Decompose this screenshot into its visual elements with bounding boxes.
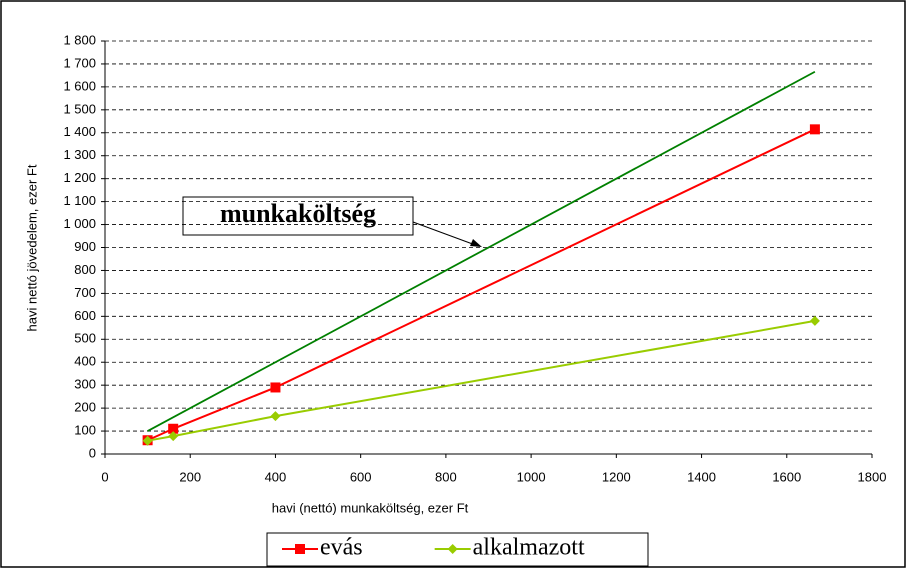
series-line bbox=[147, 128, 816, 442]
y-tick-label: 1 400 bbox=[63, 124, 96, 139]
y-tick-label: 1 800 bbox=[63, 32, 96, 47]
x-tick-label: 1600 bbox=[772, 469, 801, 484]
marker bbox=[809, 124, 820, 135]
annotation: munkaköltség bbox=[220, 199, 376, 228]
annotation-arrow bbox=[412, 221, 479, 247]
annotation-box bbox=[182, 196, 414, 236]
y-tick-label: 200 bbox=[74, 400, 96, 415]
legend-marker bbox=[447, 544, 458, 554]
marker bbox=[142, 435, 153, 446]
marker bbox=[270, 411, 281, 422]
legend-label: alkalmazott bbox=[473, 535, 585, 561]
y-tick-label: 500 bbox=[74, 331, 96, 346]
x-tick-label: 1200 bbox=[602, 469, 631, 484]
legend-label: evás bbox=[320, 535, 363, 561]
marker bbox=[168, 431, 179, 442]
y-tick-label: 0 bbox=[89, 445, 96, 460]
series-line bbox=[147, 319, 816, 442]
x-tick-label: 800 bbox=[435, 469, 457, 484]
y-tick-label: 400 bbox=[74, 354, 96, 369]
y-tick-label: 1 100 bbox=[63, 193, 96, 208]
x-tick-label: 1800 bbox=[858, 469, 887, 484]
marker bbox=[168, 423, 179, 434]
y-tick-label: 800 bbox=[74, 262, 96, 277]
legend-marker bbox=[295, 544, 305, 554]
y-tick-label: 700 bbox=[74, 285, 96, 300]
series-line bbox=[147, 70, 816, 432]
marker bbox=[270, 382, 281, 393]
y-tick-label: 1 600 bbox=[63, 78, 96, 93]
y-tick-label: 1 300 bbox=[63, 147, 96, 162]
y-axis-label: havi nettó jövedelem, ezer Ft bbox=[24, 164, 39, 331]
x-tick-label: 0 bbox=[101, 469, 108, 484]
y-tick-label: 1 200 bbox=[63, 170, 96, 185]
x-tick-label: 1400 bbox=[687, 469, 716, 484]
x-axis-label: havi (nettó) munkaköltség, ezer Ft bbox=[272, 500, 469, 515]
x-tick-label: 600 bbox=[350, 469, 372, 484]
y-tick-label: 100 bbox=[74, 422, 96, 437]
x-tick-label: 200 bbox=[179, 469, 201, 484]
y-tick-label: 900 bbox=[74, 239, 96, 254]
y-tick-label: 300 bbox=[74, 377, 96, 392]
x-tick-label: 400 bbox=[265, 469, 287, 484]
y-tick-label: 1 700 bbox=[63, 55, 96, 70]
y-tick-label: 1 000 bbox=[63, 216, 96, 231]
y-tick-label: 1 500 bbox=[63, 101, 96, 116]
y-tick-label: 600 bbox=[74, 308, 96, 323]
x-tick-label: 1000 bbox=[517, 469, 546, 484]
marker bbox=[809, 315, 820, 326]
arrow-head bbox=[470, 239, 482, 247]
